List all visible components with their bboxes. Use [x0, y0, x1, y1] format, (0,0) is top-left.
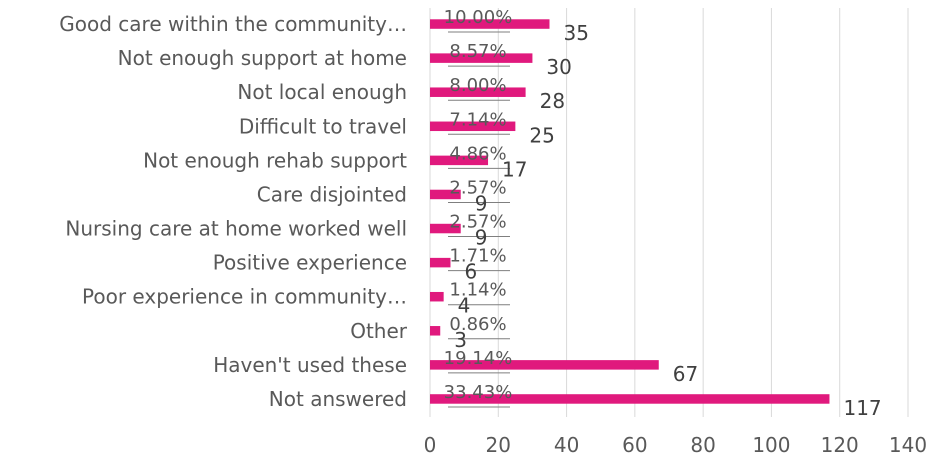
category-label: Positive experience — [213, 251, 407, 275]
bar — [430, 189, 461, 200]
bar — [430, 360, 659, 370]
bar — [430, 155, 489, 166]
value-label: 9 — [475, 226, 488, 250]
bar — [430, 87, 526, 97]
bar — [430, 223, 461, 234]
x-tick-label: 60 — [622, 433, 647, 457]
bar — [430, 257, 451, 268]
percent-label: 19.14% — [444, 348, 513, 369]
percent-label: 8.00% — [449, 75, 506, 96]
bar — [430, 121, 516, 132]
value-label: 9 — [475, 191, 488, 215]
percent-label: 7.14% — [449, 109, 506, 130]
x-tick-label: 40 — [554, 433, 579, 457]
category-label: Good care within the community… — [59, 12, 407, 36]
category-label: Not enough rehab support — [143, 148, 407, 172]
value-label: 17 — [502, 157, 527, 181]
percent-label: 1.14% — [449, 280, 506, 301]
x-tick-label: 0 — [424, 433, 437, 457]
bars — [430, 19, 830, 404]
value-label: 67 — [673, 362, 698, 386]
x-tick-label: 80 — [690, 433, 715, 457]
value-label: 3 — [454, 328, 467, 352]
percent-label: 2.57% — [449, 177, 506, 198]
bar — [430, 19, 550, 29]
value-label: 30 — [546, 55, 571, 79]
value-label: 25 — [529, 123, 554, 147]
x-axis-ticks: 0 20 40 60 80 100 120 140 — [424, 433, 927, 457]
percent-label: 10.00% — [444, 7, 513, 28]
category-label: Difficult to travel — [239, 114, 407, 138]
category-labels: Good care within the community… Not enoug… — [59, 12, 407, 411]
bar — [430, 394, 830, 404]
percent-label: 0.86% — [449, 314, 506, 335]
category-label: Nursing care at home worked well — [65, 217, 407, 241]
value-label: 35 — [564, 21, 589, 45]
percent-labels: 10.00% 8.57% 8.00% 7.14% 4.86% 2.57% 2.57% 1.71… — [444, 7, 513, 408]
x-tick-label: 100 — [752, 433, 790, 457]
value-label: 117 — [843, 396, 881, 420]
value-label: 28 — [540, 89, 565, 113]
category-label: Haven't used these — [213, 353, 407, 377]
bar — [430, 326, 441, 336]
gridlines — [429, 8, 909, 417]
bar — [430, 291, 444, 302]
x-tick-label: 20 — [486, 433, 511, 457]
x-tick-label: 120 — [821, 433, 859, 457]
percent-label: 1.71% — [449, 246, 506, 267]
category-label: Poor experience in community… — [82, 285, 407, 309]
bar — [430, 53, 533, 63]
percent-label: 2.57% — [449, 212, 506, 233]
value-label: 4 — [458, 294, 471, 318]
value-label: 6 — [464, 260, 477, 284]
percent-label: 8.57% — [449, 41, 506, 62]
category-label: Not local enough — [237, 80, 407, 104]
x-tick-label: 140 — [889, 433, 927, 457]
percent-label: 33.43% — [444, 382, 513, 403]
category-label: Not enough support at home — [118, 46, 407, 70]
percent-label: 4.86% — [449, 143, 506, 164]
category-label: Other — [350, 319, 408, 343]
category-label: Not answered — [269, 387, 407, 411]
category-label: Care disjointed — [257, 182, 407, 206]
